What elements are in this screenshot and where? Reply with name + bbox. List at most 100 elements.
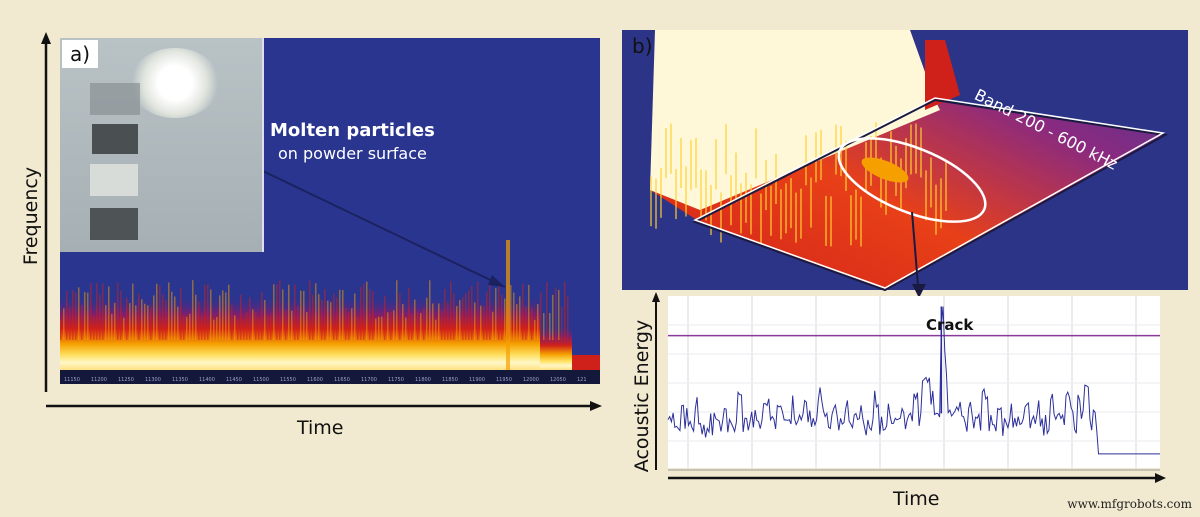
spectral-streak [150, 306, 152, 340]
spectral-streak [246, 312, 248, 340]
spectral-streak [195, 294, 197, 340]
spectral-streak [171, 291, 173, 340]
spectral-streak [534, 319, 536, 340]
spectral-streak [69, 306, 71, 340]
spectral-streak [66, 290, 68, 340]
spectral-streak [243, 319, 245, 340]
spectral-streak [270, 314, 272, 340]
spectral-streak [162, 294, 164, 340]
spectral-streak [336, 297, 338, 340]
spectral-streak [561, 306, 563, 340]
spectral-streak [501, 294, 503, 340]
spectral-streak [480, 305, 482, 340]
x-tick-label: 11350 [172, 377, 188, 383]
watermark: www.mfgrobots.com [1067, 497, 1192, 511]
spectral-streak [279, 280, 281, 340]
peak-streak [885, 164, 887, 215]
spectral-streak [264, 300, 266, 340]
x-axis-title-a: Time [297, 417, 344, 439]
laser-flash [130, 48, 220, 118]
x-tick-label: 11150 [64, 377, 80, 383]
y-axis-arrow [41, 32, 51, 44]
spectral-streak [402, 304, 404, 340]
x-tick-label: 11250 [118, 377, 134, 383]
spectral-streak [159, 285, 161, 340]
peak-streak [670, 123, 672, 174]
spectral-streak [327, 300, 329, 340]
sample-square [90, 83, 140, 115]
spectral-streak [255, 311, 257, 340]
spectral-streak [135, 305, 137, 340]
peak-streak [805, 135, 807, 186]
x-tick-label: 11900 [469, 377, 485, 383]
spectral-streak [558, 289, 560, 340]
spectral-streak [546, 282, 548, 340]
spectral-streak [318, 294, 320, 340]
peak-streak [745, 172, 747, 223]
peak-streak [860, 196, 862, 247]
peak-streak [820, 130, 822, 181]
spectral-streak [417, 311, 419, 340]
spectral-streak [426, 297, 428, 340]
peak-streak [875, 122, 877, 173]
spectral-streak [537, 304, 539, 340]
spectral-streak [441, 310, 443, 340]
y-axis-title-b: Acoustic Energy [631, 319, 654, 473]
spectral-streak [393, 310, 395, 340]
spectral-streak [102, 283, 104, 340]
spectral-streak [165, 299, 167, 340]
sample-square [90, 164, 138, 196]
spectral-streak [345, 308, 347, 340]
x-tick-label: 12050 [550, 377, 566, 383]
crack-label: Crack [926, 316, 974, 334]
spectral-streak [411, 313, 413, 340]
spectral-streak [459, 300, 461, 340]
peak-streak [655, 178, 657, 229]
spectral-streak [330, 302, 332, 340]
spectral-streak [339, 289, 341, 340]
spectral-streak [522, 284, 524, 340]
spectral-streak [267, 315, 269, 340]
spectral-streak [468, 290, 470, 340]
spectral-streak [447, 302, 449, 340]
peak-streak [845, 140, 847, 191]
peak-streak [825, 195, 827, 246]
peak-streak [770, 185, 772, 236]
spectral-streak [564, 281, 566, 340]
x-tick-label: 11400 [199, 377, 215, 383]
spectral-streak [210, 289, 212, 340]
spectral-streak [123, 317, 125, 340]
peak-streak [750, 184, 752, 235]
spectral-streak [489, 281, 491, 340]
spectral-streak [315, 283, 317, 340]
x-axis-arrow [1155, 473, 1166, 483]
spectral-streak [567, 296, 569, 340]
spectral-streak [288, 284, 290, 340]
spectral-streak [294, 284, 296, 340]
peak-streak [725, 124, 727, 175]
peak-streak [665, 128, 667, 179]
spectral-streak [348, 311, 350, 340]
crack-hotspot [861, 157, 909, 183]
spectral-streak [474, 302, 476, 340]
x-tick-label: 11200 [91, 377, 107, 383]
x-tick-label: 11500 [253, 377, 269, 383]
spectral-streak [132, 283, 134, 340]
x-tick-label: 11300 [145, 377, 161, 383]
peak-streak [795, 192, 797, 243]
y-axis-arrow [652, 292, 660, 302]
particle-spike [506, 240, 510, 370]
peak-streak [785, 183, 787, 234]
spectral-streak [342, 289, 344, 340]
peak-streak [720, 192, 722, 243]
panel-label-b: b) [632, 34, 653, 58]
crack-arrow [911, 211, 919, 286]
spectral-streak [381, 316, 383, 340]
peak-streak [840, 126, 842, 177]
peak-streak [880, 157, 882, 208]
spectral-streak [108, 286, 110, 340]
x-tick-label: 11850 [442, 377, 458, 383]
sample-square [90, 208, 138, 240]
spectral-streak [177, 306, 179, 340]
x-tick-label: 11600 [307, 377, 323, 383]
